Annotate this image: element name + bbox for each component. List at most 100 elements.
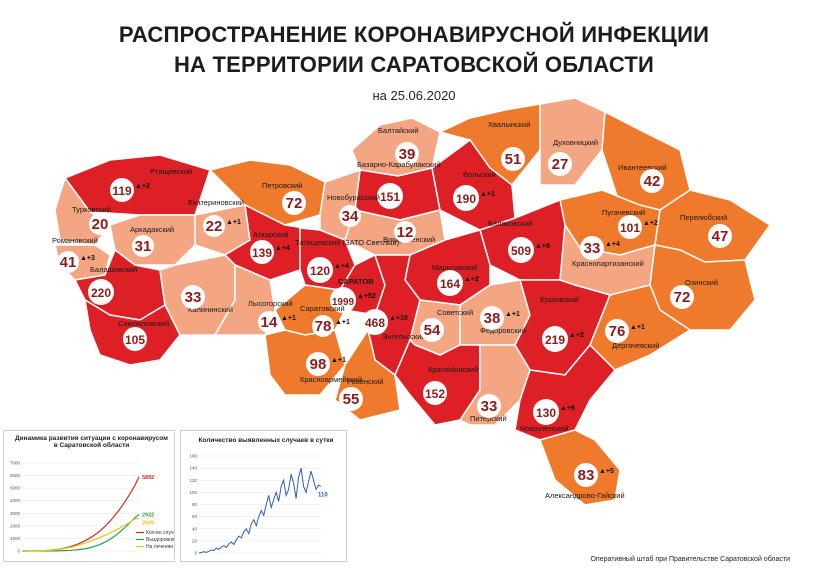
delta-r17: ▲+3	[80, 255, 95, 262]
region-name-r20: Балашовский	[90, 265, 137, 274]
chart1-ytick: 4000	[10, 498, 21, 503]
chart-daily-plot: 160 140 120 100 80 60 40 20 0 110	[189, 454, 328, 556]
delta-r19: ▲+4	[605, 241, 620, 248]
region-name-r0: Балтайский	[378, 126, 419, 135]
delta-r37: ▲+6	[560, 405, 575, 412]
region-name-r5: Вольский	[463, 170, 496, 179]
region-name-r17: Романовский	[52, 236, 98, 245]
count-circle-r2	[548, 152, 572, 176]
count-circle-r3	[110, 178, 134, 202]
count-circle-r12	[708, 224, 732, 248]
count-circle-r0	[395, 142, 419, 166]
region-name-r25: Озинский	[685, 278, 718, 287]
chart1-ytick: 3000	[10, 511, 21, 516]
count-r24: 1999	[332, 297, 355, 308]
count-circle-r28	[420, 318, 444, 342]
count-circle-r4	[377, 183, 403, 209]
chart-daily-title: Количество выявленных случаев в сутки	[198, 437, 334, 444]
chart1-legend-label: На лечении	[146, 544, 173, 550]
count-circle-r1	[501, 147, 525, 171]
chart2-ytick: 20	[192, 538, 198, 543]
delta-r14: ▲+4	[275, 245, 290, 252]
labels-layer: Балтайский 39 Хвалынский 51 Духовницкий 27 Рти…	[52, 120, 732, 500]
count-r19: 33	[584, 240, 601, 257]
count-circle-r9	[89, 213, 111, 235]
count-circle-r25	[670, 285, 694, 309]
count-r25: 72	[674, 289, 691, 306]
chart2-ytick: 60	[192, 514, 198, 519]
count-r13: 31	[135, 238, 152, 255]
region-name-r21: Марксовский	[432, 263, 477, 272]
chart2-ytick: 40	[192, 526, 198, 531]
count-circle-r7	[282, 191, 306, 215]
delta-r5: ▲+1	[480, 191, 495, 198]
count-r17: 41	[60, 254, 77, 271]
chart2-ytick: 120	[189, 478, 197, 483]
region-name-r13: Аркадакский	[130, 225, 174, 234]
region-name-r34: Ровенский	[347, 377, 383, 386]
count-circle-r21	[437, 270, 463, 296]
count-r20: 220	[91, 286, 111, 300]
delta-r33: ▲+1	[331, 357, 346, 364]
chart2-ytick: 0	[194, 551, 197, 556]
count-r2: 27	[552, 156, 569, 173]
delta-r10: ▲+1	[226, 219, 241, 226]
delta-r16: ▲+8	[535, 243, 550, 250]
chart1-legend-label: Выздоровление	[146, 537, 174, 543]
chart2-ytick: 160	[189, 454, 197, 459]
delta-r29: ▲+1	[505, 311, 520, 318]
count-r21: 164	[440, 277, 460, 291]
region-name-r26: Самойловский	[118, 319, 169, 328]
region-name-r36: Питерский	[470, 414, 507, 423]
delta-r30: ▲+1	[335, 319, 350, 326]
count-r28: 54	[424, 322, 441, 339]
count-r11: 101	[620, 221, 640, 235]
region-r3	[63, 154, 211, 216]
count-r10: 22	[206, 218, 223, 235]
count-circle-r6	[640, 169, 664, 193]
count-r31: 219	[545, 333, 565, 347]
chart1-ytick: 0	[17, 549, 20, 554]
count-r6: 42	[644, 173, 661, 190]
count-r33: 98	[310, 356, 327, 373]
chart2-ytick: 100	[189, 490, 197, 495]
region-name-r35: Красноkutский	[428, 365, 478, 374]
chart1-ytick: 2000	[10, 523, 21, 528]
count-circle-r37	[533, 399, 559, 425]
count-circle-r31	[542, 326, 568, 352]
count-circle-r27	[362, 309, 388, 335]
chart2-end-label: 110	[318, 492, 328, 498]
count-circle-r35	[423, 381, 447, 405]
chart-daily: Количество выявленных случаев в сутки 16…	[180, 430, 347, 562]
count-circle-r36	[477, 394, 501, 418]
count-circle-r19	[580, 236, 604, 260]
count-r7: 72	[286, 195, 303, 212]
count-r9: 20	[92, 216, 109, 233]
count-circle-r32	[605, 319, 629, 343]
count-r8: 34	[342, 208, 359, 225]
region-name-r18: Татищевский (ЗАТО Светлый)	[295, 238, 400, 247]
delta-r27: ▲+10	[389, 315, 408, 322]
count-circle-r33	[306, 352, 330, 376]
count-r26: 105	[125, 333, 145, 347]
chart-dynamics-plot: 7000 6000 5000 4000 3000 2000 1000 0 5892 2922 260…	[10, 461, 174, 554]
region-name-r12: Перелюбский	[680, 213, 727, 222]
region-name-r16: Балаковский	[488, 219, 533, 228]
count-circle-r24	[330, 287, 356, 313]
delta-r24: ▲+52	[357, 293, 376, 300]
chart2-ytick: 140	[189, 466, 197, 471]
region-name-r24: САРАТОВ	[338, 277, 374, 286]
region-r5	[431, 138, 516, 231]
region-name-r33: Красноармейский	[300, 375, 362, 384]
count-circle-r14	[250, 240, 274, 264]
chart1-series-line	[21, 517, 140, 552]
delta-r18: ▲+4	[334, 263, 349, 270]
delta-r11: ▲+2	[643, 220, 658, 227]
count-circle-r10	[203, 215, 225, 237]
count-r22: 33	[185, 289, 202, 306]
count-circle-r34	[339, 387, 363, 411]
count-r27: 468	[365, 316, 385, 330]
count-circle-r38	[574, 463, 598, 487]
count-r3: 119	[112, 184, 132, 198]
